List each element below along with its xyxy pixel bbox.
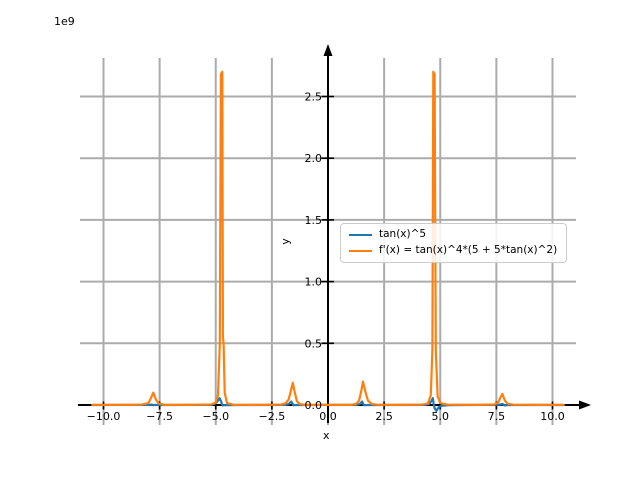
legend-entry: tan(x)^5 xyxy=(349,228,557,241)
x-tick-label: 10.0 xyxy=(540,410,565,423)
curves xyxy=(91,70,565,412)
x-tick-label: 2.5 xyxy=(375,410,393,423)
x-tick-label: 5.0 xyxy=(432,410,450,423)
x-tick-label: −10.0 xyxy=(87,410,121,423)
legend-entry-label: f'(x) = tan(x)^4*(5 + 5*tan(x)^2) xyxy=(379,244,558,256)
y-tick-label: 1.0 xyxy=(305,276,323,289)
y-tick-label: 0.0 xyxy=(305,399,323,412)
y-tick-label: 0.5 xyxy=(305,337,323,350)
y-tick-label: 2.0 xyxy=(305,152,323,165)
x-tick-label: −2.5 xyxy=(259,410,286,423)
legend-entry-label: tan(x)^5 xyxy=(379,228,427,240)
series-line xyxy=(91,70,565,406)
tick-labels: −10.0 −7.5 −5.0 −2.5 0.0 2.5 5.0 7.5 10.0 0.0 0.5 1… xyxy=(87,91,565,424)
y-offset-label: 1e9 xyxy=(54,15,75,28)
series-line xyxy=(91,397,565,412)
legend-line-sample xyxy=(349,249,372,252)
x-tick-label: 7.5 xyxy=(488,410,506,423)
x-tick-label: −7.5 xyxy=(146,410,173,423)
x-axis-arrow-icon xyxy=(579,400,591,410)
legend-entry: f'(x) = tan(x)^4*(5 + 5*tan(x)^2) xyxy=(349,244,557,257)
y-tick-label: 1.5 xyxy=(305,214,323,227)
y-axis-label: y xyxy=(278,238,292,245)
y-tick-label: 2.5 xyxy=(305,91,323,104)
legend-line-sample xyxy=(349,233,372,236)
y-axis-arrow-icon xyxy=(323,44,333,56)
legend: tan(x)^5 f'(x) = tan(x)^4*(5 + 5*tan(x)^2… xyxy=(340,223,568,263)
x-axis-label: x xyxy=(323,429,330,442)
x-tick-label: 0.0 xyxy=(319,410,337,423)
x-tick-label: −5.0 xyxy=(202,410,229,423)
